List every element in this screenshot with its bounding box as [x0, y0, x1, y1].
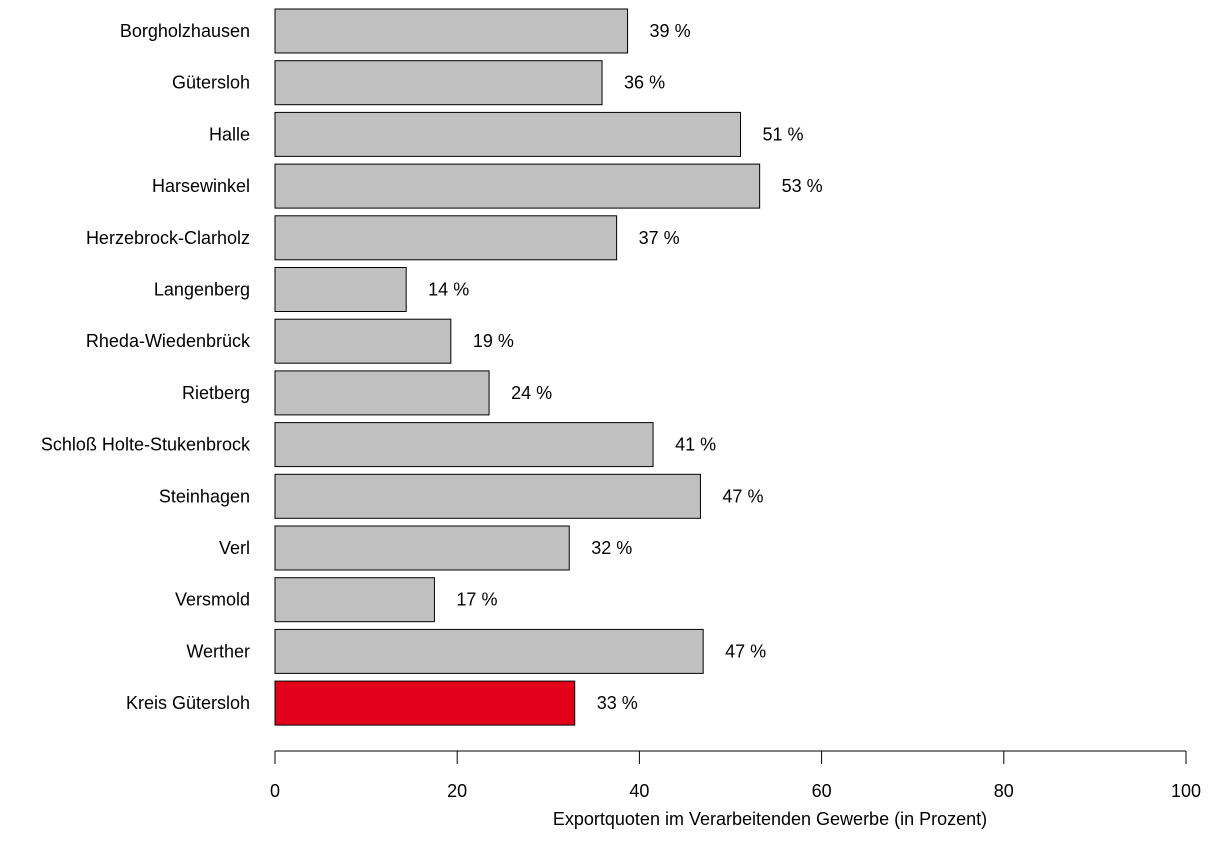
value-label: 19 % [473, 331, 514, 351]
value-label: 33 % [597, 693, 638, 713]
bar-6 [274, 318, 452, 364]
value-label: 53 % [782, 176, 823, 196]
value-label: 14 % [428, 280, 469, 300]
category-label: Rheda-Wiedenbrück [86, 331, 251, 351]
bar-11 [274, 577, 435, 623]
bar-13 [274, 680, 576, 726]
category-label: Rietberg [182, 383, 250, 403]
bar-10 [274, 525, 570, 571]
bar-7 [274, 370, 490, 416]
value-label: 37 % [639, 228, 680, 248]
category-label: Kreis Gütersloh [126, 693, 250, 713]
x-tick-label: 80 [994, 781, 1014, 801]
value-label: 17 % [456, 590, 497, 610]
value-label: 51 % [763, 124, 804, 144]
category-label: Herzebrock-Clarholz [86, 228, 250, 248]
category-labels: Borgholzhausen Gütersloh Halle Harsewinkel H… [41, 21, 251, 713]
x-axis: 0 20 40 60 80 100 [270, 750, 1201, 801]
bar-0 [274, 8, 629, 54]
category-label: Gütersloh [172, 73, 250, 93]
category-label: Langenberg [154, 280, 250, 300]
value-label: 47 % [725, 641, 766, 661]
category-label: Borgholzhausen [120, 21, 250, 41]
bar-5 [274, 267, 407, 312]
value-label: 36 % [624, 73, 665, 93]
category-label: Verl [219, 538, 250, 558]
category-label: Versmold [175, 590, 250, 610]
x-axis-title: Exportquoten im Verarbeitenden Gewerbe (… [553, 809, 987, 829]
x-tick-label: 20 [447, 781, 467, 801]
category-label: Harsewinkel [152, 176, 250, 196]
x-tick-label: 100 [1171, 781, 1201, 801]
x-tick-label: 40 [629, 781, 649, 801]
category-label: Werther [186, 641, 250, 661]
category-label: Halle [209, 124, 250, 144]
bar-9 [274, 473, 701, 519]
bars-group [274, 8, 761, 726]
bar-8 [274, 422, 654, 468]
value-labels: 39 % 36 % 51 % 53 % 37 % 14 % 19 % 24 % 41 % 47 %… [428, 21, 822, 713]
x-tick-label: 0 [270, 781, 280, 801]
bar-1 [274, 60, 603, 106]
value-label: 24 % [511, 383, 552, 403]
category-label: Steinhagen [159, 486, 250, 506]
bar-3 [274, 163, 761, 209]
bar-4 [274, 215, 618, 261]
bar-2 [274, 111, 742, 157]
value-label: 47 % [722, 486, 763, 506]
category-label: Schloß Holte-Stukenbrock [41, 435, 251, 455]
value-label: 32 % [591, 538, 632, 558]
x-tick-label: 60 [812, 781, 832, 801]
bar-12 [274, 628, 704, 674]
value-label: 41 % [675, 435, 716, 455]
value-label: 39 % [650, 21, 691, 41]
